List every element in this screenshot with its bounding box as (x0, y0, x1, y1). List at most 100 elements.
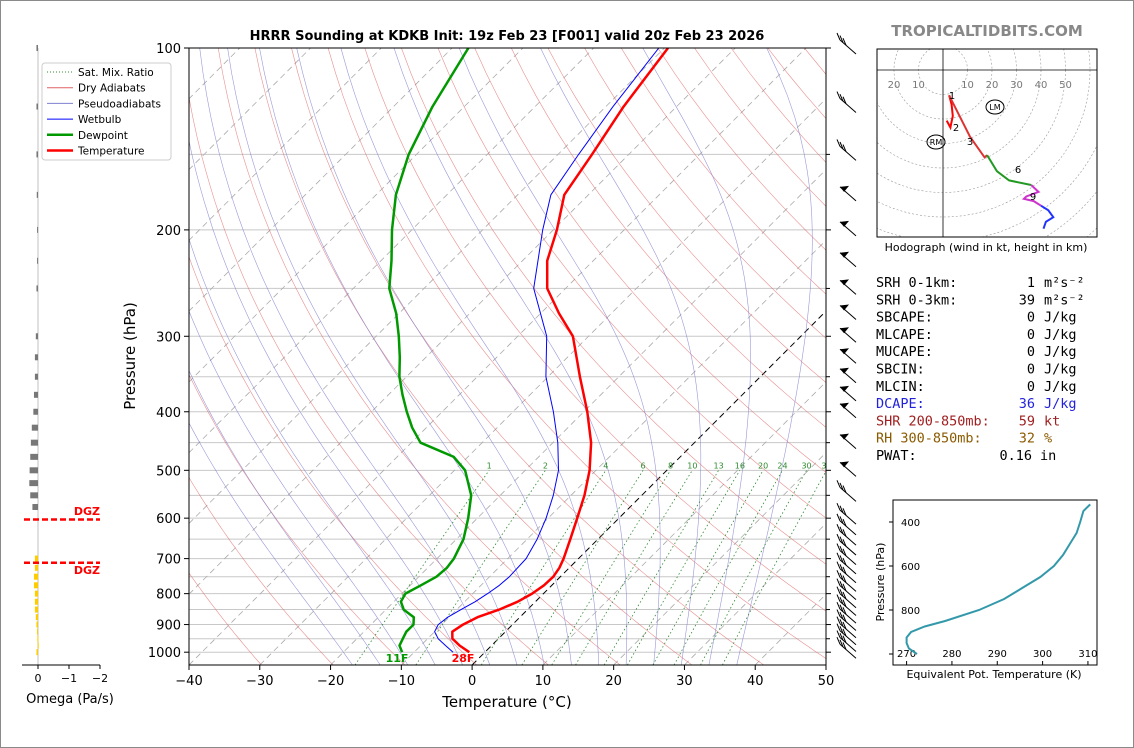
skewt-x-tick-label: 10 (535, 674, 552, 689)
index-name: MLCAPE: (876, 327, 933, 343)
isotherm-line (189, 48, 807, 665)
temperature-line (451, 48, 669, 654)
index-name: MUCAPE: (876, 344, 933, 360)
barb-feather (836, 616, 841, 624)
barb-feather (839, 626, 844, 634)
omega-bar (34, 590, 38, 597)
barb-feather (836, 502, 841, 511)
omega-bar (34, 555, 38, 562)
isotherm-line (189, 48, 736, 595)
index-unit: % (1044, 431, 1052, 447)
index-value: 0 (1027, 310, 1035, 326)
omega-bar (37, 226, 39, 233)
index-unit: J/kg (1044, 344, 1077, 360)
theta-e-x-tick-label: 300 (1033, 649, 1052, 660)
dry-adiabat (189, 255, 477, 665)
barb-feather (842, 583, 847, 592)
index-unit: m²s⁻² (1044, 275, 1085, 291)
barb-feather (836, 594, 841, 602)
barb-feather (839, 589, 844, 597)
hodograph-height-label: 3 (967, 137, 973, 148)
barb-feather (839, 581, 844, 589)
pseudoadiabat (189, 369, 381, 665)
barb-feather (836, 523, 841, 532)
theta-e-x-tick-label: 280 (942, 649, 961, 660)
legend-box (41, 62, 172, 161)
skewt-x-tick-label: 30 (676, 674, 693, 689)
dry-adiabat (364, 48, 826, 612)
barb-feather (836, 578, 841, 586)
surface-temperature-label: 28F (452, 652, 475, 665)
index-name: PWAT: (876, 448, 917, 464)
wind-barb (839, 220, 857, 237)
wind-barb (836, 578, 857, 601)
wind-barb (836, 533, 857, 556)
barb-feather (842, 575, 847, 583)
skewt-y-tick-label: 500 (156, 464, 181, 479)
omega-bar (36, 285, 38, 292)
theta-e-y-tick-label: 800 (901, 606, 920, 617)
theta-e-y-axis-label: Pressure (hPa) (874, 543, 887, 622)
index-unit: m²s⁻² (1044, 292, 1085, 308)
barb-feather (839, 604, 844, 612)
mixing-ratio-line (575, 470, 693, 665)
wind-barb (839, 385, 857, 402)
hodograph-segment (1021, 184, 1042, 207)
barb-feather (839, 536, 844, 544)
wind-barb (836, 543, 857, 565)
omega-bar (33, 573, 38, 580)
wind-barb (839, 348, 857, 364)
hodograph-segment (945, 95, 954, 131)
mixing-ratio-label: 10 (687, 461, 697, 470)
index-value: 0.16 (999, 448, 1032, 464)
dgz-label-top: DGZ (74, 505, 100, 518)
mixing-ratio-label: 6 (641, 461, 646, 470)
pseudoadiabat (736, 48, 813, 665)
pseudoadiabat (199, 48, 491, 665)
omega-bar (31, 424, 38, 431)
mixing-ratio-line (415, 470, 546, 665)
omega-bar (37, 635, 39, 642)
omega-bar (36, 621, 38, 628)
barb-feather (836, 609, 841, 617)
wind-barb (839, 279, 857, 295)
hodograph-segment (1040, 204, 1055, 230)
mixing-ratio-label: 1 (487, 461, 492, 470)
index-value: 0 (1027, 344, 1035, 360)
omega-x-tick-label: −2 (92, 672, 108, 685)
barb-flag (840, 251, 849, 258)
barb-flag (840, 185, 849, 192)
barb-feather (836, 543, 841, 551)
mixing-ratio-label: 16 (735, 461, 745, 470)
skewt-y-tick-label: 300 (156, 330, 181, 345)
omega-bar (29, 467, 38, 474)
barb-feather (839, 611, 844, 620)
surface-dewpoint-label: 11F (386, 652, 409, 665)
barb-feather (842, 628, 847, 637)
omega-bar (30, 453, 38, 460)
wind-barb (836, 91, 857, 113)
legend-entry: Dry Adiabats (78, 83, 146, 95)
pseudoadiabat (458, 48, 661, 665)
barb-flag (840, 461, 849, 468)
legend-entry: Wetbulb (78, 114, 122, 126)
wind-barb (836, 570, 857, 592)
barb-feather (836, 552, 841, 561)
wind-barb (836, 523, 857, 546)
dry-adiabat (254, 48, 693, 665)
index-value: 36 (1019, 396, 1035, 412)
index-unit: J/kg (1044, 310, 1077, 326)
index-name: SBCIN: (876, 362, 925, 378)
wind-barb (836, 480, 857, 502)
wind-barb (836, 502, 857, 525)
barb-flag (840, 220, 849, 227)
barb-feather (839, 516, 844, 524)
barb-feather (839, 526, 844, 534)
barb-flag (840, 402, 849, 409)
theta-e-x-axis-label: Equivalent Pot. Temperature (K) (906, 668, 1081, 681)
index-name: SHR 200-850mb: (876, 413, 990, 429)
wind-barb (836, 630, 857, 652)
barb-feather (839, 564, 844, 572)
index-unit: in (1040, 448, 1056, 464)
skewt-background-lines: 1 2 4 6 8 10 13 16 20 24 30 36 (189, 48, 826, 665)
